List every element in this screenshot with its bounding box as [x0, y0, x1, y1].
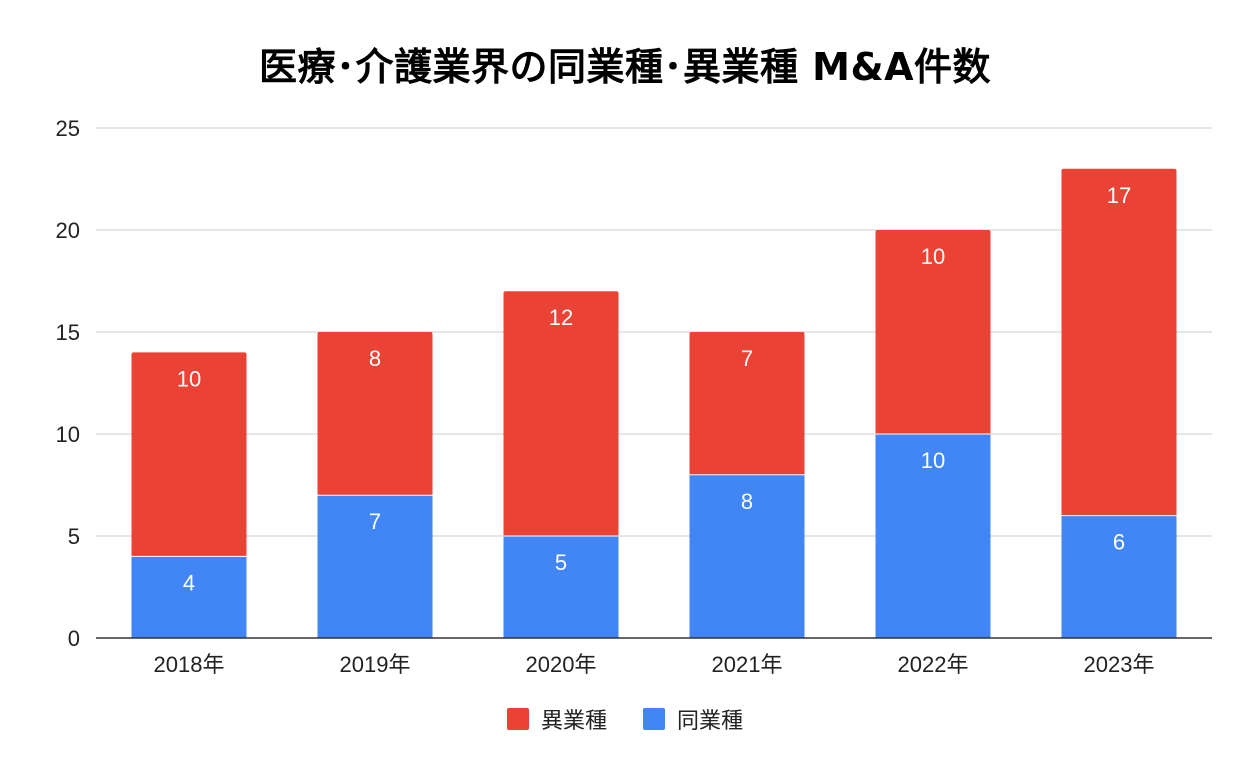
x-tick-label: 2020年 — [526, 652, 597, 677]
bar-異業種-2023年[interactable] — [1061, 168, 1177, 516]
bar-異業種-2021年[interactable] — [689, 332, 805, 475]
y-tick-label: 0 — [68, 626, 80, 651]
legend-swatch-ishugyo — [506, 708, 529, 730]
x-tick-label: 2019年 — [340, 652, 411, 677]
data-label: 12 — [549, 305, 573, 330]
data-label: 6 — [1113, 530, 1125, 555]
data-labels: 4 10 7 8 5 12 8 7 10 10 6 17 — [177, 183, 1131, 596]
y-tick-label: 10 — [56, 422, 80, 447]
data-label: 4 — [183, 570, 195, 595]
data-label: 8 — [741, 489, 753, 514]
chart-title: 医療･介護業界の同業種･異業種 M&A件数 — [258, 45, 992, 89]
bar-同業種-2019年[interactable] — [317, 495, 433, 638]
legend-swatch-doshugyo — [643, 708, 665, 730]
data-label: 8 — [369, 346, 381, 371]
data-label: 10 — [921, 244, 945, 269]
bar-同業種-2023年[interactable] — [1061, 515, 1177, 638]
bars — [131, 168, 1177, 638]
bar-同業種-2022年[interactable] — [875, 434, 991, 638]
y-tick-label: 25 — [56, 116, 80, 141]
axes: 0 5 10 15 20 25 2018年 2019年 2020年 2021年 2022年 2023年 — [56, 116, 1212, 677]
x-tick-label: 2018年 — [154, 652, 225, 677]
data-label: 7 — [741, 346, 753, 371]
y-tick-label: 20 — [56, 218, 80, 243]
bar-同業種-2018年[interactable] — [131, 556, 247, 638]
legend-item-ishugyo[interactable]: 異業種 — [506, 703, 607, 735]
data-label: 10 — [177, 366, 201, 391]
legend-item-doshugyo[interactable]: 同業種 — [643, 703, 743, 735]
data-label: 5 — [555, 550, 567, 575]
bar-異業種-2020年[interactable] — [503, 291, 619, 536]
bar-異業種-2022年[interactable] — [875, 230, 991, 434]
data-label: 7 — [369, 509, 381, 534]
y-tick-label: 5 — [68, 524, 80, 549]
data-label: 10 — [921, 448, 945, 473]
bar-異業種-2019年[interactable] — [317, 332, 433, 496]
legend-label-ishugyo: 異業種 — [540, 709, 607, 734]
legend: 異業種 同業種 — [0, 703, 1250, 735]
data-label: 17 — [1107, 183, 1131, 208]
legend-label-doshugyo: 同業種 — [677, 709, 744, 734]
bar-同業種-2021年[interactable] — [689, 474, 805, 638]
x-tick-label: 2022年 — [898, 652, 969, 677]
bar-異業種-2018年[interactable] — [131, 352, 247, 557]
x-tick-label: 2021年 — [712, 652, 783, 677]
grid-lines — [96, 127, 1212, 537]
x-tick-label: 2023年 — [1084, 652, 1155, 677]
y-tick-label: 15 — [56, 320, 80, 345]
bar-同業種-2020年[interactable] — [503, 536, 619, 638]
